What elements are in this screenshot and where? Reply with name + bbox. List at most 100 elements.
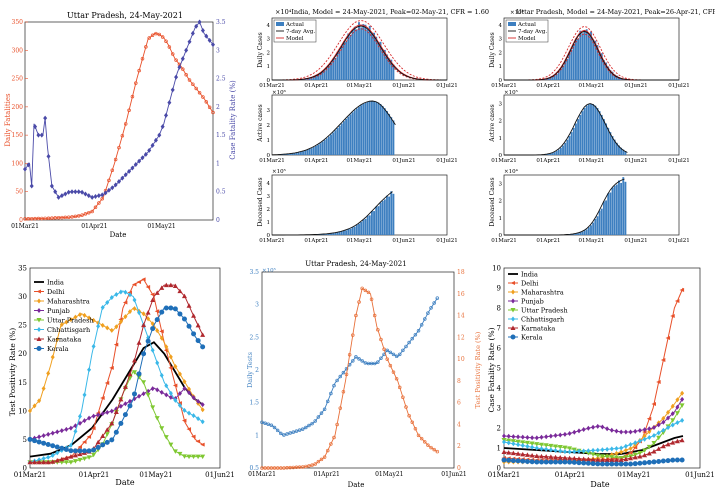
panel-c-top-bar <box>551 76 554 80</box>
panel-f-legend-label: India <box>521 271 538 279</box>
panel-f-marker-6 <box>524 452 530 457</box>
panel-b-top-bar <box>332 58 335 80</box>
panel-e-tpr-marker <box>335 422 339 427</box>
panel-d-marker-2 <box>73 314 78 320</box>
panel-f-marker-3 <box>670 411 675 417</box>
panel-d-marker-2 <box>68 317 73 323</box>
panel-d-marker-6 <box>50 459 56 464</box>
panel-a-fatality-marker <box>93 205 98 210</box>
panel-e-ytick-left-label: 2.5 <box>249 334 259 341</box>
panel-a-fatality-marker <box>207 105 212 109</box>
panel-b-mid-xtick-label: 01Jul21 <box>436 158 458 164</box>
panel-f-marker-3 <box>506 433 511 439</box>
panel-f-marker-7 <box>674 457 680 463</box>
panel-d-marker-3 <box>96 412 101 418</box>
panel-f-marker-3 <box>656 422 661 428</box>
panel-b-top-bar <box>355 29 358 81</box>
panel-d-ytick-label: 30 <box>18 293 27 301</box>
panel-f-marker-5 <box>576 448 581 454</box>
panel-b-top-xtick-label: 01May21 <box>346 83 372 89</box>
panel-f-legend-marker <box>510 308 516 313</box>
panel-b-top-bar <box>323 70 326 80</box>
panel-d-legend-marker <box>36 346 42 351</box>
panel-b-top-bar <box>381 49 384 80</box>
panel-c-top-bar <box>607 66 610 80</box>
panel-b-top-bar <box>364 24 367 80</box>
panel-f-marker-4 <box>637 450 643 456</box>
panel-f-marker-7 <box>623 461 629 467</box>
panel-d-marker-3 <box>196 398 201 404</box>
panel-b-mid-bar <box>334 130 337 155</box>
panel-d-marker-2 <box>132 306 137 312</box>
panel-d-marker-6 <box>132 357 137 363</box>
panel-e-tpr-marker <box>322 455 327 459</box>
panel-f-marker-3 <box>558 432 563 438</box>
panel-a-cfr-marker <box>70 189 74 195</box>
panel-d-marker-7 <box>168 305 174 311</box>
panel-b-mid-ytick-label: 2 <box>267 123 271 129</box>
panel-b-mid-bar <box>355 108 358 155</box>
panel-c-bot-bar <box>577 233 580 235</box>
panel-d-marker-6 <box>32 459 38 465</box>
panel-e-tests-marker <box>341 370 346 375</box>
panel-c-mid-bar <box>562 145 564 155</box>
panel-f-marker-2 <box>628 445 633 451</box>
panel-a-ytick-left-label: 100 <box>12 160 24 167</box>
panel-d-marker-6 <box>191 313 197 318</box>
panel-e-xtick-label: 01Mar21 <box>248 471 276 478</box>
panel-e-tpr-marker <box>341 390 346 394</box>
panel-e-ytick-right-label: 14 <box>457 313 465 320</box>
panel-d-marker-5 <box>82 392 87 398</box>
panel-d-marker-1 <box>159 329 164 334</box>
panel-c-mid-bar <box>590 103 592 155</box>
panel-c-legend-label: Model <box>518 36 536 42</box>
panel-a-cfr-marker <box>194 23 199 29</box>
panel-c-mid-bar <box>602 119 605 155</box>
panel-b-bot-bar <box>370 210 373 235</box>
panel-f-marker-6 <box>534 453 540 459</box>
panel-b-top-avg-line <box>272 25 447 81</box>
panel-d-marker-1 <box>91 426 96 431</box>
panel-b-top-bar <box>383 49 386 80</box>
panel-f-marker-5 <box>633 440 638 446</box>
panel-c-bot-ytick-label: 1 <box>499 216 503 222</box>
panel-a-cfr-marker <box>174 74 179 80</box>
panel-e-tests-marker <box>285 432 289 436</box>
panel-a-fatality-marker <box>211 110 215 115</box>
panel-c-bot-bar <box>620 182 623 235</box>
panel-d-marker-7 <box>100 442 106 448</box>
panel-a-fatality-marker <box>174 58 178 62</box>
panel-f-marker-4 <box>679 403 685 408</box>
panel-b-bot-bar <box>373 211 375 235</box>
panel-b-top-bar <box>379 41 382 80</box>
panel-d-marker-7 <box>27 436 33 442</box>
panel-b-bot-bar <box>349 228 352 235</box>
panel-b-mid-bar <box>291 153 294 155</box>
panel-b-top-bar <box>312 76 315 80</box>
panel-f-marker-5 <box>628 441 633 447</box>
panel-f-marker-3 <box>562 431 567 437</box>
panel-f-marker-3 <box>539 434 544 440</box>
panel-c-top-bar <box>559 68 562 80</box>
panel-c-top-bar <box>611 71 614 80</box>
panel-a-cfr-marker <box>130 165 135 171</box>
panel-b-mid-xtick-label: 01Mar21 <box>259 158 285 164</box>
panel-b-mid-xtick-label: 01Jun21 <box>392 158 415 164</box>
panel-d-marker-4 <box>72 459 78 464</box>
panel-e-tests-marker <box>360 359 364 363</box>
panel-e-tpr-marker <box>329 442 333 446</box>
panel-d-marker-6 <box>77 451 83 457</box>
panel-a-ylabel-right: Case Fatality Rate (%) <box>229 80 237 160</box>
panel-d-marker-5 <box>127 292 132 298</box>
panel-c-bot-xtick-label: 01Apr21 <box>536 238 560 244</box>
panel-d-marker-3 <box>127 398 132 404</box>
panel-d-marker-7 <box>45 441 51 447</box>
panel-c-top-bar <box>590 31 592 80</box>
panel-d-ytick-label: 0 <box>23 465 27 473</box>
panel-c-bot-bar <box>572 233 575 235</box>
panel-d-xtick-label: 01Apr21 <box>79 471 110 479</box>
panel-b-mid-bar <box>364 102 367 155</box>
panel-b-mid-bar <box>306 149 309 155</box>
panel-b-top-bar <box>310 77 313 80</box>
panel-d-marker-1 <box>122 300 128 305</box>
